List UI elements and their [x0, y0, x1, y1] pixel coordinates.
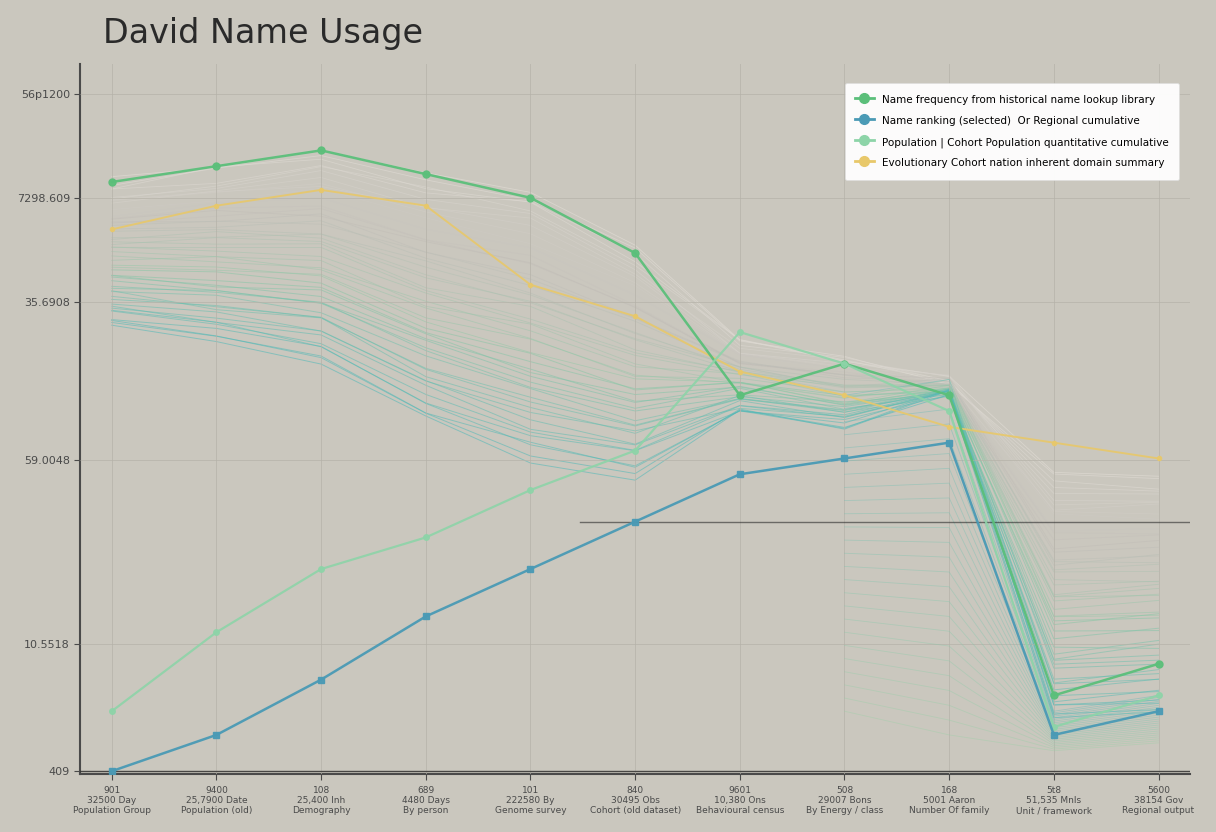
Text: David Name Usage: David Name Usage	[102, 17, 422, 50]
Legend: Name frequency from historical name lookup library, Name ranking (selected)  Or : Name frequency from historical name look…	[845, 83, 1180, 180]
